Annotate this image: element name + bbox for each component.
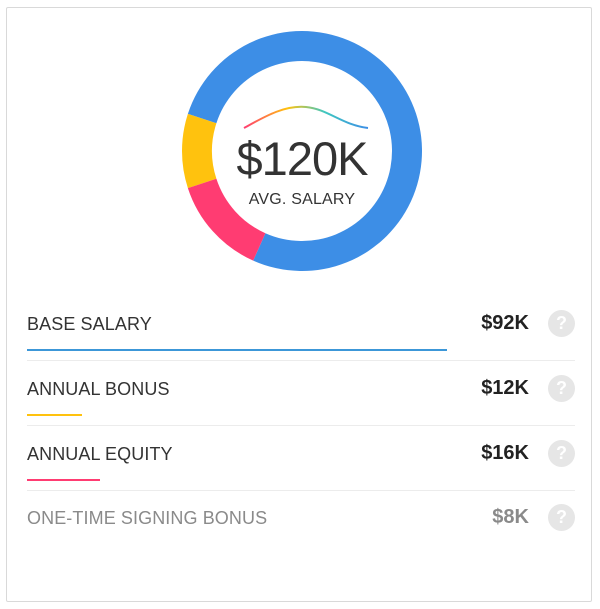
divider [27,490,575,491]
salary-distribution-sparkline [243,105,369,129]
base-salary-help-icon[interactable]: ? [548,310,575,337]
salary-card: $120K AVG. SALARY BASE SALARY $92K ? ANN… [6,7,592,602]
annual-equity-slice [187,178,266,261]
average-salary-amount: $120K [236,132,369,185]
row-annual-bonus: ANNUAL BONUS $12K ? [27,361,575,426]
divider [27,425,575,426]
base-salary-value: $92K [481,312,529,334]
average-salary-label: AVG. SALARY [248,191,356,208]
annual-equity-value: $16K [481,442,529,464]
base-salary-label: BASE SALARY [27,314,152,334]
annual-bonus-value: $12K [481,377,529,399]
row-base-salary: BASE SALARY $92K ? [27,296,575,361]
annual-bonus-help-icon[interactable]: ? [548,375,575,402]
annual-bonus-slice [182,113,217,189]
annual-equity-bar [27,479,100,481]
divider [27,360,575,361]
donut-svg [182,31,422,271]
annual-bonus-label: ANNUAL BONUS [27,379,170,399]
annual-equity-help-icon[interactable]: ? [548,440,575,467]
base-salary-bar [27,349,447,351]
row-signing-bonus: ONE-TIME SIGNING BONUS $8K ? [27,490,575,554]
row-annual-equity: ANNUAL EQUITY $16K ? [27,426,575,491]
signing-bonus-help-icon[interactable]: ? [548,504,575,531]
salary-donut-chart: $120K AVG. SALARY [182,31,422,271]
annual-equity-label: ANNUAL EQUITY [27,444,173,464]
signing-bonus-label: ONE-TIME SIGNING BONUS [27,508,268,528]
signing-bonus-value: $8K [492,506,529,528]
annual-bonus-bar [27,414,82,416]
